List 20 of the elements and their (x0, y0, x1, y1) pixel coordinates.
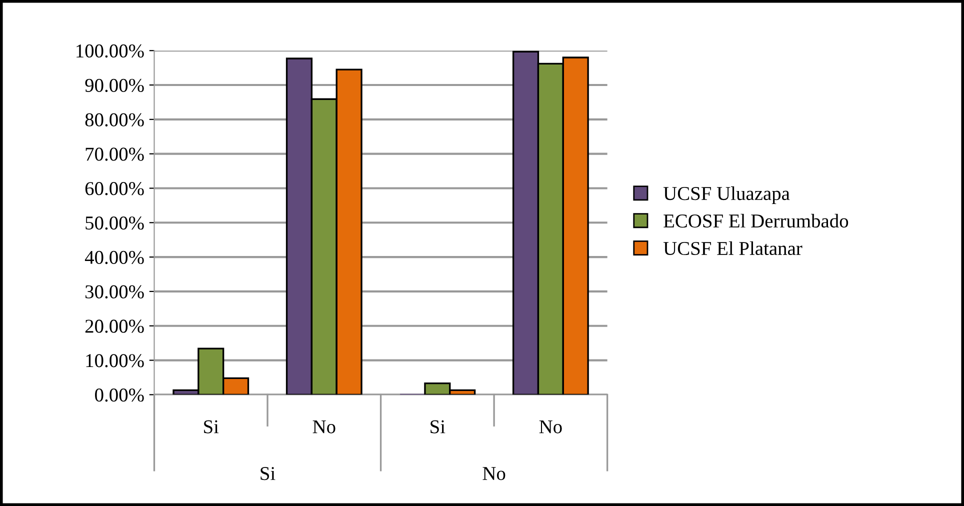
y-tick-label: 30.00% (86, 285, 144, 298)
x-tick-label: No (312, 420, 336, 434)
y-tick-label: 40.00% (84, 250, 144, 264)
y-tick-label: 90.00% (85, 78, 144, 92)
y-tick-label: 100.00% (76, 44, 144, 58)
y-tick-label: 70.00% (86, 148, 144, 161)
text: No (482, 467, 506, 480)
x-tick-label: Si (204, 420, 219, 434)
y-tick-label: 10.00% (86, 354, 144, 368)
x-tick-label: No (539, 420, 562, 434)
legend-label: UCSF Uluazapa (663, 186, 790, 204)
y-tick-label: 60.00% (85, 182, 144, 196)
text: Si (260, 467, 276, 480)
y-tick-label: 0.00% (95, 388, 144, 402)
legend-label: ECOSF El Derrumbado (664, 214, 848, 228)
legend-label: UCSF El Platanar (663, 241, 802, 256)
y-tick-label: 20.00% (85, 320, 144, 333)
y-tick-label: 80.00% (85, 113, 144, 126)
y-tick-label: 50.00% (86, 216, 144, 230)
x-tick-label: Si (430, 420, 446, 434)
